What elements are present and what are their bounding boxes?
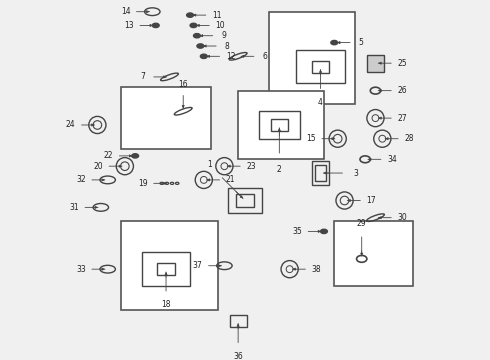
- Ellipse shape: [190, 23, 197, 28]
- Bar: [259, 111, 300, 139]
- Ellipse shape: [331, 40, 338, 45]
- Bar: [122, 221, 218, 310]
- Text: 24: 24: [66, 121, 75, 130]
- Ellipse shape: [187, 13, 194, 17]
- Text: 14: 14: [121, 7, 130, 16]
- Bar: [316, 165, 326, 181]
- Text: 23: 23: [246, 162, 256, 171]
- Bar: [122, 87, 211, 149]
- Text: 35: 35: [293, 227, 302, 236]
- Text: 30: 30: [397, 213, 407, 222]
- Text: 4: 4: [318, 98, 323, 107]
- Ellipse shape: [197, 44, 204, 48]
- Text: 22: 22: [103, 151, 113, 160]
- Text: 8: 8: [225, 41, 229, 50]
- Bar: [269, 12, 355, 104]
- Text: 27: 27: [397, 114, 407, 123]
- Bar: [312, 161, 329, 185]
- Text: 6: 6: [263, 52, 268, 61]
- Text: 25: 25: [397, 59, 407, 68]
- Text: 18: 18: [161, 300, 171, 309]
- Text: 3: 3: [354, 168, 359, 177]
- Text: 20: 20: [93, 162, 103, 171]
- Text: 9: 9: [221, 31, 226, 40]
- Text: 2: 2: [277, 165, 282, 174]
- Text: 36: 36: [233, 352, 243, 360]
- Text: 21: 21: [226, 175, 235, 184]
- Text: 1: 1: [207, 160, 212, 169]
- Bar: [334, 221, 413, 286]
- Bar: [229, 315, 247, 327]
- Text: 33: 33: [76, 265, 86, 274]
- Bar: [157, 263, 174, 275]
- Text: 28: 28: [404, 134, 414, 143]
- Text: 12: 12: [226, 52, 235, 61]
- Bar: [142, 252, 190, 286]
- Text: 17: 17: [367, 196, 376, 205]
- Text: 38: 38: [312, 265, 321, 274]
- Ellipse shape: [152, 23, 159, 28]
- Bar: [236, 194, 254, 207]
- Text: 37: 37: [193, 261, 202, 270]
- Ellipse shape: [320, 229, 327, 234]
- Bar: [238, 91, 324, 159]
- Bar: [296, 50, 344, 84]
- Ellipse shape: [194, 33, 200, 38]
- Text: 13: 13: [124, 21, 134, 30]
- Text: 7: 7: [140, 72, 145, 81]
- Ellipse shape: [200, 54, 207, 58]
- Text: 10: 10: [216, 21, 225, 30]
- Text: 31: 31: [69, 203, 79, 212]
- Bar: [271, 119, 288, 131]
- Text: 32: 32: [76, 175, 86, 184]
- Ellipse shape: [132, 154, 139, 158]
- Text: 29: 29: [357, 219, 367, 228]
- Text: 26: 26: [397, 86, 407, 95]
- Text: 5: 5: [359, 38, 364, 47]
- Text: 11: 11: [212, 11, 221, 20]
- Text: 19: 19: [138, 179, 147, 188]
- Text: 16: 16: [178, 80, 188, 89]
- Bar: [312, 60, 329, 73]
- Text: 15: 15: [306, 134, 316, 143]
- Bar: [367, 55, 384, 72]
- Text: 34: 34: [387, 155, 397, 164]
- Bar: [228, 189, 262, 212]
